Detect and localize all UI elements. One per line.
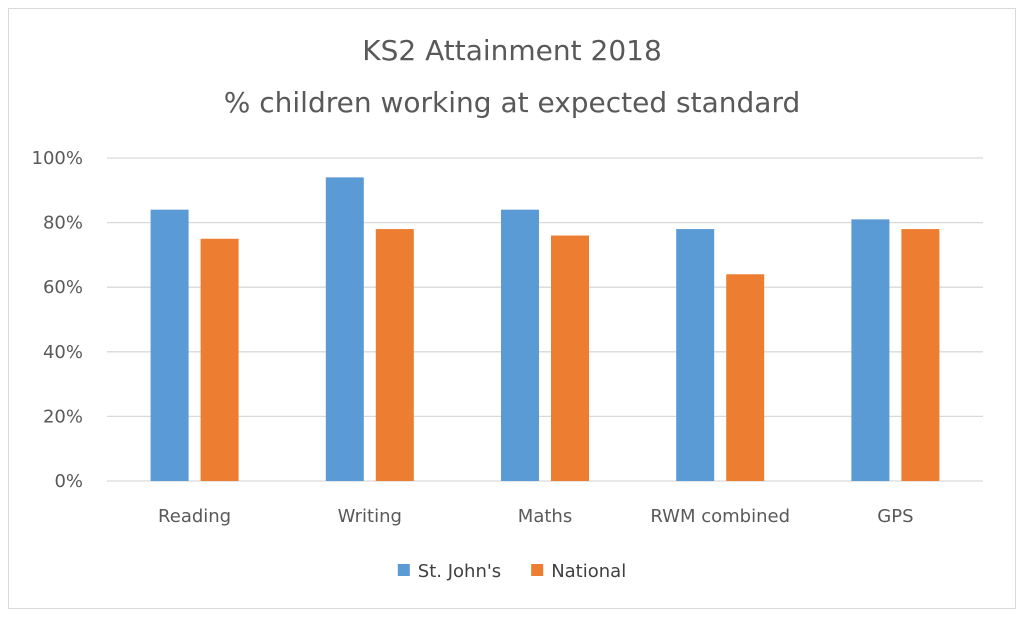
bar-st-john-s-maths xyxy=(501,209,539,481)
y-tick-label: 80% xyxy=(43,213,83,234)
x-tick-label: GPS xyxy=(877,506,913,527)
gridlines xyxy=(107,157,983,482)
bar-national-writing xyxy=(375,229,414,481)
x-axis-tick-labels: Reading Writing Maths RWM combined GPS xyxy=(158,506,913,527)
bar-st-john-s-writing xyxy=(325,177,364,481)
y-tick-label: 40% xyxy=(43,342,83,363)
bar-st-john-s-reading xyxy=(150,209,189,481)
y-axis-tick-labels: 0% 20% 40% 60% 80% 100% xyxy=(32,148,83,492)
bar-national-rwm-combined xyxy=(726,274,765,481)
bar-st-john-s-rwm-combined xyxy=(676,229,715,481)
chart-title-line-2: % children working at expected standard xyxy=(224,86,801,119)
bar-st-john-s-gps xyxy=(851,219,890,481)
legend-swatch xyxy=(397,564,410,576)
bar-national-maths xyxy=(551,235,589,481)
x-tick-label: Reading xyxy=(158,506,231,527)
x-tick-label: Maths xyxy=(518,506,572,527)
bars xyxy=(150,177,940,481)
y-tick-label: 20% xyxy=(43,406,83,427)
legend-swatch xyxy=(531,564,544,576)
legend: St. John's National xyxy=(397,561,626,582)
x-tick-label: Writing xyxy=(338,506,402,527)
bar-national-gps xyxy=(901,229,940,481)
legend-label: St. John's xyxy=(418,561,501,582)
chart-title: KS2 Attainment 2018 % children working a… xyxy=(224,34,801,119)
legend-label: National xyxy=(551,561,626,582)
chart-title-line-1: KS2 Attainment 2018 xyxy=(362,34,662,67)
y-tick-label: 100% xyxy=(32,148,83,169)
y-tick-label: 0% xyxy=(54,471,83,492)
bar-national-reading xyxy=(200,238,239,481)
y-tick-label: 60% xyxy=(43,277,83,298)
x-tick-label: RWM combined xyxy=(650,506,790,527)
